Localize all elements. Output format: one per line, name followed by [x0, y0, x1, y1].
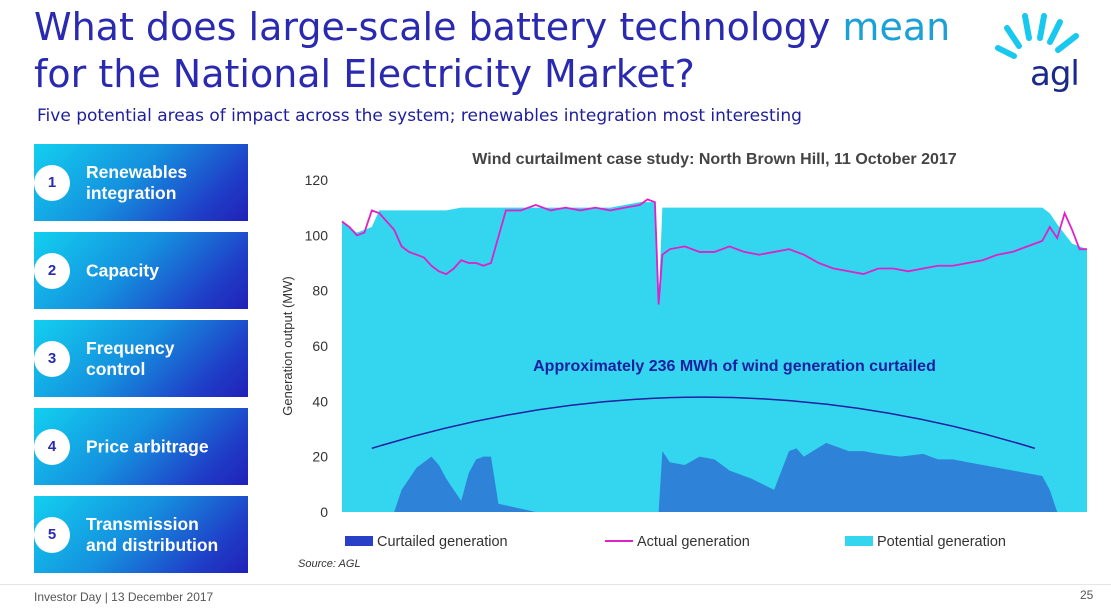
area-number: 2 — [34, 252, 70, 289]
legend-potential-swatch — [845, 536, 873, 546]
area-label: Renewables integration — [86, 161, 188, 203]
wind-curtailment-chart: Wind curtailment case study: North Brown… — [280, 151, 1087, 550]
area-label: Transmission and distribution — [86, 513, 219, 555]
chart-source: Source: AGL — [298, 558, 361, 570]
series-actual-generation — [341, 198, 1087, 305]
area-label: Capacity — [86, 260, 159, 280]
y-tick-label: 100 — [305, 227, 329, 243]
annotation-arc — [371, 396, 1036, 450]
series-potential-generation — [342, 202, 1087, 512]
y-tick-label: 0 — [320, 504, 328, 520]
y-tick-label: 120 — [305, 172, 329, 188]
series-curtailed-generation — [342, 442, 1087, 512]
legend-actual-label: Actual generation — [637, 534, 750, 550]
agl-logo-icon — [995, 13, 1079, 59]
page-subtitle: Five potential areas of impact across th… — [37, 106, 802, 126]
area-frequency-control: 3 Frequency control — [34, 320, 248, 397]
annotation-text: Approximately 236 MWh of wind generation… — [533, 358, 936, 375]
area-number: 1 — [34, 164, 70, 201]
y-axis-label: Generation output (MW) — [280, 276, 295, 415]
area-transmission-distribution: 5 Transmission and distribution — [34, 496, 248, 573]
page-title: What does large-scale battery technology… — [34, 4, 954, 98]
area-label: Price arbitrage — [86, 436, 209, 456]
y-tick-label: 80 — [312, 283, 328, 299]
legend-curtailed-swatch — [345, 536, 373, 546]
title-line2: for the National Electricity Market? — [34, 52, 695, 96]
logo-text: agl — [1030, 54, 1080, 94]
legend-potential-label: Potential generation — [877, 534, 1006, 550]
y-tick-label: 40 — [312, 393, 328, 409]
area-renewables-integration: 1 Renewables integration — [34, 144, 248, 221]
area-label: Frequency control — [86, 337, 175, 379]
chart-title: Wind curtailment case study: North Brown… — [472, 151, 957, 168]
legend-curtailed-label: Curtailed generation — [377, 534, 508, 550]
title-main: What does large-scale battery technology — [34, 5, 843, 49]
footer-divider — [0, 584, 1111, 585]
page-number: 25 — [1080, 588, 1094, 602]
area-capacity: 2 Capacity — [34, 232, 248, 309]
y-tick-label: 60 — [312, 338, 328, 354]
area-number: 5 — [34, 516, 70, 553]
footer-text: Investor Day | 13 December 2017 — [34, 590, 214, 604]
area-price-arbitrage: 4 Price arbitrage — [34, 408, 248, 485]
y-tick-label: 20 — [312, 449, 328, 465]
title-accent: mean — [842, 5, 951, 49]
area-number: 3 — [34, 340, 70, 377]
area-number: 4 — [34, 428, 70, 465]
